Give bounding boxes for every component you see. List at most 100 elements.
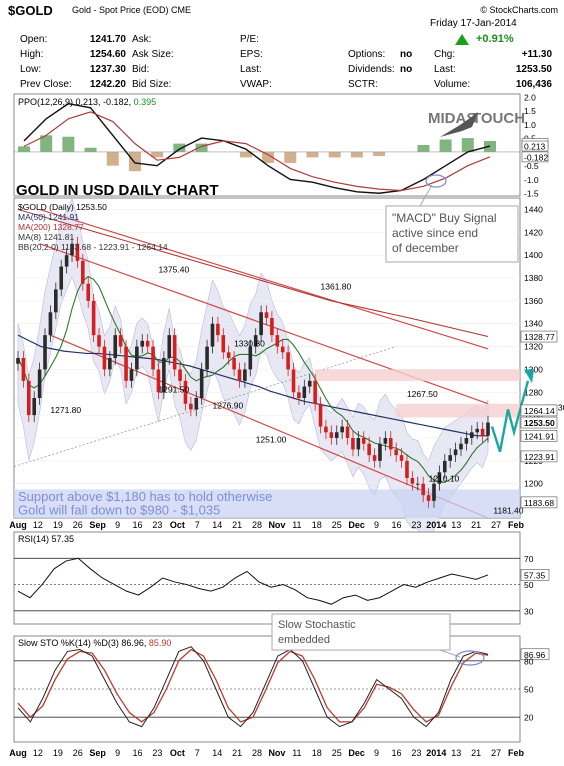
quote-field-value: no [400,64,413,75]
stoch-x-axis-label: 27 [491,748,501,758]
candle-body [97,335,101,347]
rsi-value-tag [520,569,550,581]
candle-body [475,428,479,433]
ppo-histogram-bar [306,151,319,158]
candle-body [361,438,366,444]
quote-field-label: Prev Close: [20,79,72,90]
candle-body [43,335,47,370]
watermark-touch: TOUCH [472,110,525,127]
price-value-tag [520,430,558,442]
candle-body [345,426,350,438]
quote-field-label: Chg: [434,49,456,60]
candle-body [302,386,307,398]
resistance-zone-lower [396,403,520,418]
candle-body [480,428,485,436]
price-pivot-label: 1330.80 [234,339,265,349]
stoch-x-axis-label: Aug [9,748,27,758]
candle-body [453,449,458,456]
stoch-x-axis-label: Feb [508,748,525,758]
stoch-highlight-circle [455,650,485,666]
price-x-axis-label: Aug [9,520,27,530]
price-value-tag [520,404,558,417]
candle-body [70,243,74,256]
stoch-tick-label: 20 [524,713,534,723]
ppo-histogram-bar [106,151,119,166]
candle-body [264,312,269,318]
candle-body [297,392,301,398]
candle-body [172,335,177,370]
price-x-axis-label: 9 [374,520,379,530]
price-x-axis-label: 23 [152,520,162,530]
candle-body [248,346,253,370]
candle-body [199,369,204,398]
rsi-tick-label: 30 [524,606,534,616]
quote-field-value: 1242.20 [89,79,126,90]
candle-body [469,432,474,438]
stoch-x-axis-label: 12 [33,748,43,758]
price-value-tag [520,450,558,463]
candle-body [48,312,53,336]
price-x-axis-label: 21 [232,520,242,530]
price-value-tag-label: 1253.50 [524,418,555,428]
candle-body [324,426,328,433]
candle-body [415,483,420,485]
ppo-value-tag [521,151,549,163]
source-label: © StockCharts.com [480,5,558,15]
stoch-x-axis-label: 9 [374,748,379,758]
ma8-line [17,275,489,483]
quote-field-label: Dividends: [348,64,395,75]
stoch-x-axis-label: Nov [268,748,285,758]
ppo-histogram-bar [373,151,386,157]
ppo-tick-label: 1.0 [524,120,536,130]
ppo-histogram-bar [262,151,275,163]
candle-body [367,443,371,456]
candle-body [421,483,425,496]
candle-body [432,483,436,501]
ppo-histogram-bar [328,151,341,158]
price-x-axis-label: 13 [451,520,461,530]
price-pivot-label: 1251.00 [256,435,287,445]
candle-body [286,352,290,370]
stoch-x-axis-label: 9 [115,748,120,758]
candle-body [129,369,134,381]
ppo-tick-label: 2.0 [524,92,536,102]
price-value-tag-label: 1183.68 [524,498,554,508]
price-pivot-label: 1181.40 [493,505,523,515]
candle-body [318,403,323,427]
candle-body [16,358,20,364]
candle-body [221,335,226,353]
quote-field-label: P/E: [240,34,259,45]
quote-field-value: 106,436 [515,79,552,90]
price-x-axis-label: 18 [312,520,322,530]
support-text-line1: Support above $1,180 has to hold otherwi… [18,489,272,504]
price-x-axis-label: 12 [33,520,43,530]
candle-body [32,398,37,416]
stoch-tick-label: 50 [524,685,534,695]
stoch-d-line [17,648,489,723]
price-legend-item: BB(20,2.0) 1183.68 - 1223.91 - 1264.14 [18,242,168,252]
price-pivot-label: 1375.40 [158,264,189,274]
candle-body [156,369,161,393]
lower-channel-line [50,334,489,519]
candle-body [426,495,431,501]
candle-body [167,335,172,358]
price-x-axis-label: 16 [391,520,401,530]
stoch-x-axis-label: 14 [212,748,222,758]
candle-body [356,438,361,450]
candle-body [448,455,452,461]
ppo-title: PPO(12,26,9) 0.213, -0.182, 0.395 [18,97,156,107]
candle-body [307,380,312,387]
candle-body [378,443,382,461]
price-x-axis-label: Feb [508,520,525,530]
stoch-value-tag [520,648,550,661]
price-legend-item: $GOLD (Daily) 1253.50 [18,202,107,212]
quote-field-label: Last: [434,64,456,75]
price-legend-item: MA(8) 1241.81 [18,232,74,242]
price-x-axis-label: Sep [89,520,106,530]
candle-body [21,358,26,381]
candle-body [334,432,339,438]
candle-body [140,340,145,347]
candle-body [291,369,296,393]
